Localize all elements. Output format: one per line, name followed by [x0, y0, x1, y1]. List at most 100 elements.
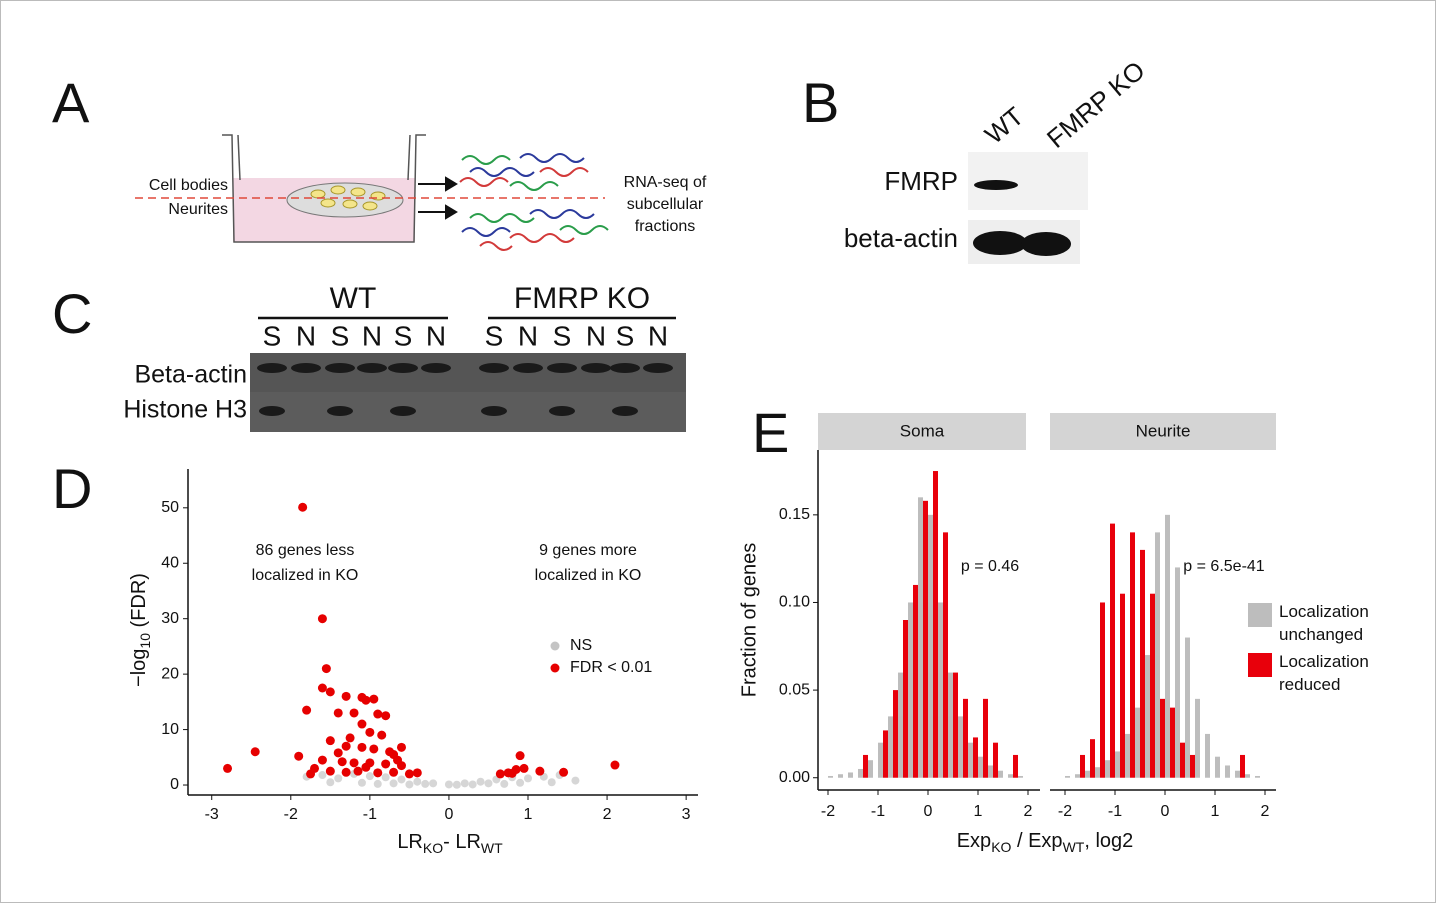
axis-title-part: WT — [1063, 839, 1085, 855]
point — [321, 664, 331, 674]
annotation: p = 6.5e-41 — [1183, 558, 1265, 575]
bar — [1155, 532, 1160, 778]
bar — [878, 742, 883, 778]
bar — [888, 716, 893, 778]
bar — [948, 672, 953, 778]
bar — [918, 497, 923, 778]
insert — [407, 134, 411, 181]
point — [345, 733, 355, 743]
method-label: subcellular — [627, 196, 704, 213]
bar — [938, 602, 943, 778]
point — [318, 771, 327, 780]
point — [516, 778, 525, 787]
bar — [983, 698, 988, 778]
point — [468, 780, 477, 789]
annotation: localized in KO — [252, 567, 359, 584]
facet-strip — [818, 413, 1026, 450]
point — [325, 766, 335, 776]
bar — [1215, 756, 1220, 778]
band — [1021, 232, 1071, 256]
point — [429, 779, 438, 788]
band — [259, 406, 285, 416]
bar — [1170, 707, 1175, 778]
band — [481, 406, 507, 416]
arrows — [418, 176, 458, 220]
bar — [928, 514, 933, 778]
point — [444, 780, 453, 789]
bar — [1090, 739, 1095, 778]
bar — [828, 775, 833, 778]
bar — [1115, 751, 1120, 778]
point — [381, 759, 391, 769]
band — [479, 363, 509, 373]
bar — [893, 690, 898, 778]
band — [357, 363, 387, 373]
point — [357, 742, 367, 752]
bar — [1140, 549, 1145, 778]
axis-title-part: / Exp — [1011, 830, 1062, 852]
legend-key — [550, 641, 560, 651]
point — [306, 769, 316, 779]
row-label: beta-actin — [844, 223, 958, 253]
band — [327, 406, 353, 416]
axis-title-part: −log — [128, 649, 150, 687]
y-tick-label: 0.15 — [779, 506, 810, 523]
band — [610, 363, 640, 373]
point — [365, 727, 375, 737]
axis-title-part: Exp — [957, 830, 991, 852]
band — [390, 406, 416, 416]
point — [397, 775, 406, 784]
point — [377, 730, 387, 740]
bar — [1190, 754, 1195, 778]
lane-label: N — [518, 320, 538, 351]
row-label: FMRP — [884, 166, 958, 196]
axis-title-part: - LR — [443, 831, 481, 853]
band — [973, 231, 1027, 255]
x-tick-label: 1 — [1211, 803, 1220, 820]
bar — [1080, 754, 1085, 778]
bar — [1195, 698, 1200, 778]
point — [357, 719, 367, 729]
bar — [903, 620, 908, 778]
band — [257, 363, 287, 373]
axis-title-part: KO — [423, 840, 443, 856]
point — [361, 762, 371, 772]
lane-label: S — [331, 320, 350, 351]
annotation: p = 0.46 — [961, 558, 1019, 575]
band — [581, 363, 611, 373]
bar — [1120, 593, 1125, 778]
lane-label: S — [553, 320, 572, 351]
bar — [1095, 767, 1100, 778]
band — [547, 363, 577, 373]
point — [361, 695, 371, 705]
point — [353, 766, 363, 776]
lane-label: S — [485, 320, 504, 351]
point — [413, 777, 422, 786]
bar — [963, 698, 968, 778]
annotation: 9 genes more — [539, 542, 637, 559]
bar — [1075, 774, 1080, 778]
point — [341, 767, 351, 777]
bar — [1205, 733, 1210, 778]
legend-label: NS — [570, 637, 592, 654]
point — [495, 769, 505, 779]
x-tick-label: 1 — [974, 803, 983, 820]
facet-title: Soma — [900, 421, 945, 440]
x-tick-label: -3 — [205, 806, 219, 823]
point — [349, 758, 359, 768]
bar — [898, 672, 903, 778]
y-tick-label: 50 — [161, 499, 179, 516]
y-tick-label: 30 — [161, 610, 179, 627]
bar — [958, 716, 963, 778]
group-label: FMRP KO — [514, 282, 650, 315]
point — [404, 769, 414, 779]
axis-title: ExpKO / ExpWT, log2 — [957, 830, 1134, 854]
bar — [933, 471, 938, 778]
bar — [998, 770, 1003, 778]
point — [373, 709, 383, 719]
bar — [953, 672, 958, 778]
point — [389, 779, 398, 788]
bar — [908, 602, 913, 778]
point — [341, 741, 351, 751]
point — [317, 683, 327, 693]
